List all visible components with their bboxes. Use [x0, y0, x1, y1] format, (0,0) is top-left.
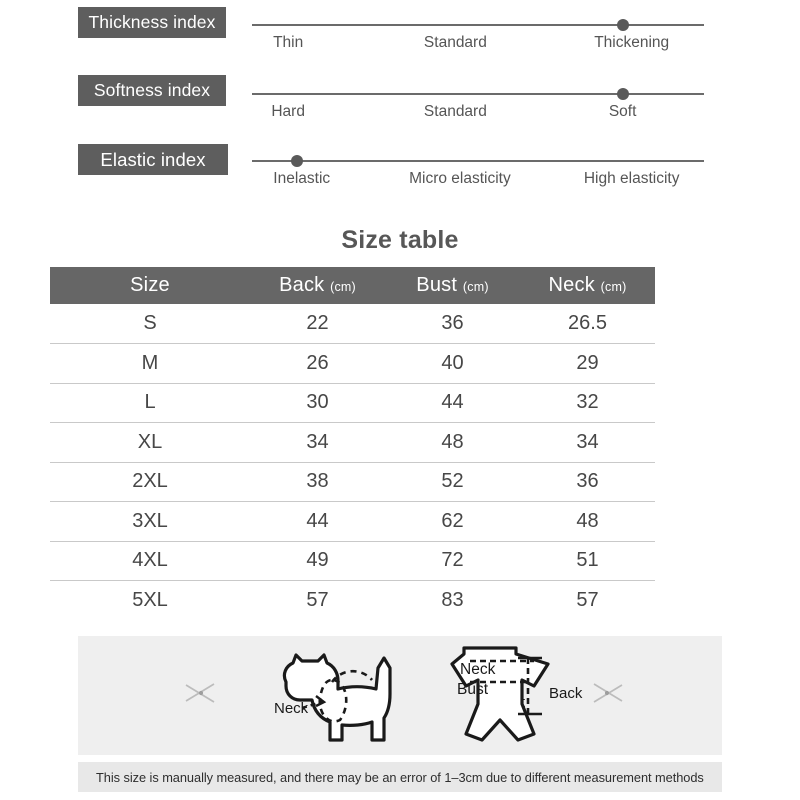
cell-neck: 32: [520, 383, 655, 423]
scale-label-standard: Standard: [423, 103, 487, 120]
slider-track: [252, 24, 704, 26]
dog-silhouette: [282, 653, 392, 742]
column-header-neck-unit: (cm): [600, 280, 627, 294]
column-header-back-unit: (cm): [330, 280, 356, 294]
cell-size: 5XL: [132, 589, 168, 611]
dog-measurement-diagram: [282, 653, 392, 742]
index-label-thickness: Thickness index: [78, 7, 226, 38]
size-table-head: Size Back (cm) Bust (cm) Neck (cm): [50, 267, 655, 304]
index-label-elastic: Elastic index: [78, 144, 228, 175]
cell-back: 30: [250, 383, 385, 423]
measurement-disclaimer: This size is manually measured, and ther…: [78, 762, 722, 792]
column-header-size-text: Size: [130, 274, 170, 296]
size-table-title: Size table: [341, 226, 459, 254]
column-header-neck: Neck (cm): [520, 267, 655, 304]
scale-label-hard: Hard: [271, 103, 305, 120]
cell-bust: 36: [385, 304, 520, 344]
scale-label-micro-elasticity: Micro elasticity: [409, 170, 511, 187]
slider-track: [252, 93, 704, 95]
table-row: 4XL 49 72 51: [50, 541, 655, 581]
cell-bust: 48: [385, 422, 520, 463]
size-table-body: S 22 36 26.5 M 26 40 29 L 30 44 32 XL 34…: [50, 304, 655, 620]
cell-back: 38: [250, 462, 385, 502]
garment-label-neck: Neck: [460, 661, 496, 678]
table-row: 3XL 44 62 48: [50, 501, 655, 542]
cell-neck: 48: [520, 501, 655, 542]
cell-back: 57: [306, 589, 329, 611]
cell-size: 3XL: [50, 501, 250, 542]
cell-back: 22: [250, 304, 385, 344]
column-header-back: Back (cm): [250, 267, 385, 304]
cell-size: 2XL: [50, 462, 250, 502]
cell-back: 26: [250, 343, 385, 384]
scale-label-inelastic: Inelastic: [273, 170, 331, 187]
column-header-neck-text: Neck: [548, 274, 595, 296]
cell-neck: 26.5: [520, 304, 655, 344]
table-row: M 26 40 29: [50, 343, 655, 384]
cell-bust: 40: [385, 343, 520, 384]
cell-neck: 29: [520, 343, 655, 384]
slider-scale-softness: Hard Standard Soft: [252, 103, 704, 131]
scale-label-standard: Standard: [423, 34, 487, 51]
table-row: 5XL 57 83 57: [50, 581, 655, 621]
slider-marker-thickness[interactable]: [616, 19, 629, 31]
cell-bust: 44: [385, 383, 520, 423]
column-header-bust-text: Bust: [416, 274, 458, 296]
slider-marker-elastic[interactable]: [291, 155, 304, 167]
cell-back: 44: [250, 501, 385, 542]
slider-marker-softness[interactable]: [616, 88, 629, 100]
index-row-softness: Softness index Hard Standard Soft: [0, 69, 800, 137]
index-row-elastic: Elastic index Inelastic Micro elasticity…: [0, 138, 800, 206]
cell-back: 49: [250, 541, 385, 581]
cell-back: 34: [250, 422, 385, 463]
dog-neck-measure-line: [301, 700, 323, 710]
cell-neck: 34: [520, 422, 655, 463]
scissors-icon: [593, 683, 623, 703]
slider-thickness[interactable]: Thin Standard Thickening: [252, 12, 704, 68]
index-label-softness: Softness index: [78, 75, 226, 106]
table-row: L 30 44 32: [50, 383, 655, 423]
index-row-thickness: Thickness index Thin Standard Thickening: [0, 0, 800, 68]
column-header-bust: Bust (cm): [385, 267, 520, 304]
cell-bust: 72: [385, 541, 520, 581]
table-header-row: Size Back (cm) Bust (cm) Neck (cm): [50, 267, 655, 304]
cell-bust: 62: [385, 501, 520, 542]
slider-scale-elastic: Inelastic Micro elasticity High elastici…: [252, 170, 704, 198]
cell-size: XL: [50, 422, 250, 463]
cell-size: M: [50, 343, 250, 384]
scale-label-soft: Soft: [608, 103, 637, 120]
dog-label-neck: Neck: [274, 700, 309, 717]
cell-neck: 57: [576, 589, 599, 611]
scissors-icon: [185, 683, 215, 703]
cell-bust: 83: [441, 589, 464, 611]
garment-label-bust: Bust: [457, 681, 489, 698]
garment-measurement-diagram: [450, 646, 550, 742]
cell-size: L: [50, 383, 250, 423]
column-header-size: Size: [50, 267, 250, 304]
slider-scale-thickness: Thin Standard Thickening: [252, 34, 704, 62]
cell-size: S: [50, 304, 250, 344]
table-row: S 22 36 26.5: [50, 304, 655, 344]
scale-label-thickening: Thickening: [594, 34, 670, 51]
cell-neck: 51: [520, 541, 655, 581]
column-header-bust-unit: (cm): [462, 280, 489, 294]
measurement-illustration-panel: Back Bust Neck Neck Bust Back: [78, 636, 722, 755]
measurement-disclaimer-text: This size is manually measured, and ther…: [96, 769, 704, 785]
column-header-back-text: Back: [279, 274, 325, 296]
slider-track: [252, 160, 704, 162]
cell-neck: 36: [520, 462, 655, 502]
scale-label-high-elasticity: High elasticity: [583, 170, 680, 187]
cell-bust: 52: [385, 462, 520, 502]
size-table: Size Back (cm) Bust (cm) Neck (cm) S: [50, 267, 655, 620]
slider-softness[interactable]: Hard Standard Soft: [252, 81, 704, 137]
garment-label-back: Back: [549, 685, 583, 702]
dog-neck-arrow-icon: [315, 695, 327, 708]
table-row: 2XL 38 52 36: [50, 462, 655, 502]
cell-size: 4XL: [50, 541, 250, 581]
table-row: XL 34 48 34: [50, 422, 655, 463]
slider-elastic[interactable]: Inelastic Micro elasticity High elastici…: [252, 148, 704, 204]
scale-label-thin: Thin: [273, 34, 304, 51]
